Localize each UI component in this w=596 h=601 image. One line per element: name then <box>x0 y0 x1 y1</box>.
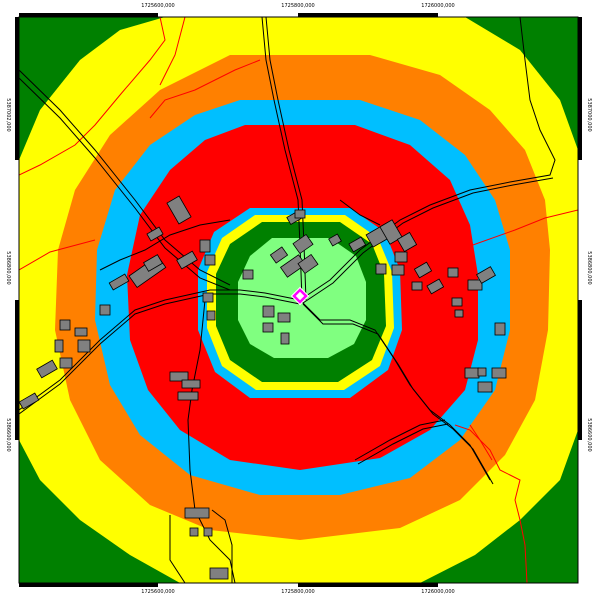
roads <box>19 17 556 583</box>
top-tick-label-1: 1725600,000 <box>141 3 175 9</box>
left-tick-label-3: 5386600,000 <box>5 418 11 452</box>
left-tick-label-1: 5387002,000 <box>5 98 11 132</box>
bottom-tick-label-3: 1726000,000 <box>421 589 455 595</box>
frame-border-segments <box>15 13 582 587</box>
left-tick-label-2: 5386800,000 <box>5 251 11 285</box>
right-tick-label-3: 5386600,000 <box>586 418 592 452</box>
right-tick-label-2: 5386800,000 <box>586 251 592 285</box>
emission-source-marker[interactable] <box>290 286 310 306</box>
right-tick-label-1: 5387000,000 <box>586 98 592 132</box>
buildings <box>19 195 507 580</box>
bottom-tick-label-1: 1725600,000 <box>141 589 175 595</box>
top-tick-label-2: 1725800,000 <box>281 3 315 9</box>
top-tick-label-3: 1726000,000 <box>421 3 455 9</box>
bottom-tick-label-2: 1725800,000 <box>281 589 315 595</box>
boundary-lines <box>19 17 578 583</box>
